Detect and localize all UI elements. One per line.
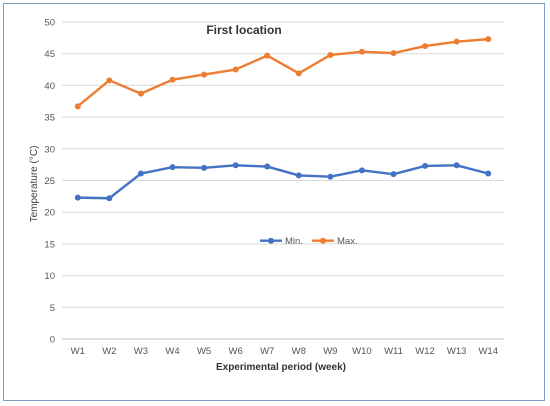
legend: Min. Max. xyxy=(260,236,358,247)
legend-label: Min. xyxy=(285,236,303,247)
data-point xyxy=(74,194,81,201)
data-point xyxy=(390,171,397,178)
x-tick-label: W2 xyxy=(102,346,116,357)
y-tick-label: 45 xyxy=(44,49,55,60)
x-tick-label: W11 xyxy=(384,346,403,357)
data-point xyxy=(327,51,334,58)
data-point xyxy=(358,167,365,174)
x-axis-ticks: W1 W2 W3 W4 W5 W6 W7 W8 W9 W10 W11 W12 W13 W14 xyxy=(71,346,498,357)
y-tick-label: 10 xyxy=(44,271,55,282)
data-point xyxy=(485,36,492,43)
data-point xyxy=(453,162,460,169)
legend-marker xyxy=(268,237,274,244)
data-point xyxy=(232,66,239,73)
chart-frame: 0 5 10 15 20 25 30 35 40 45 50 W1 W2 W3 W4 W5 W6 W7 W8 W9 W… xyxy=(3,3,545,401)
data-point xyxy=(295,172,302,179)
data-point xyxy=(264,163,271,170)
legend-label: Max. xyxy=(337,236,358,247)
data-point xyxy=(422,43,429,50)
data-point xyxy=(106,77,113,84)
chart-title: First location xyxy=(206,23,281,37)
data-point xyxy=(106,195,113,202)
x-tick-label: W6 xyxy=(229,346,243,357)
y-tick-label: 35 xyxy=(44,113,55,124)
data-point xyxy=(169,164,176,171)
data-point xyxy=(137,170,144,177)
y-tick-label: 25 xyxy=(44,176,55,187)
x-tick-label: W7 xyxy=(260,346,274,357)
data-point xyxy=(358,48,365,55)
data-point xyxy=(232,162,239,169)
x-tick-label: W8 xyxy=(292,346,306,357)
data-point xyxy=(327,173,334,180)
data-point xyxy=(485,170,492,177)
x-tick-label: W9 xyxy=(323,346,337,357)
x-tick-label: W13 xyxy=(447,346,467,357)
x-axis-label: Experimental period (week) xyxy=(216,362,346,373)
series-line-2 xyxy=(77,37,489,108)
x-tick-label: W10 xyxy=(352,346,372,357)
x-tick-label: W5 xyxy=(197,346,211,357)
y-axis-ticks: 0 5 10 15 20 25 30 35 40 45 50 xyxy=(44,18,55,346)
x-tick-label: W3 xyxy=(134,346,148,357)
data-point xyxy=(201,164,208,171)
x-tick-label: W1 xyxy=(71,346,85,357)
y-tick-label: 50 xyxy=(44,18,55,29)
data-point xyxy=(137,90,144,97)
y-tick-label: 30 xyxy=(44,144,55,155)
data-point xyxy=(264,52,271,59)
y-axis-label: Temperature (°C) xyxy=(29,146,40,223)
y-tick-label: 40 xyxy=(44,81,55,92)
x-tick-label: W14 xyxy=(478,346,498,357)
y-tick-label: 0 xyxy=(50,335,55,346)
y-tick-label: 5 xyxy=(50,303,55,314)
data-point xyxy=(74,103,81,110)
data-point xyxy=(295,70,302,77)
data-point xyxy=(422,162,429,169)
data-point xyxy=(169,76,176,83)
data-point xyxy=(201,71,208,78)
legend-marker xyxy=(320,237,326,244)
series-line-1 xyxy=(77,164,489,200)
y-tick-label: 20 xyxy=(44,208,55,219)
data-point xyxy=(453,38,460,45)
series-layer xyxy=(74,36,492,202)
gridlines xyxy=(62,21,504,340)
data-point xyxy=(390,50,397,57)
x-tick-label: W4 xyxy=(165,346,179,357)
x-tick-label: W12 xyxy=(415,346,435,357)
y-tick-label: 15 xyxy=(44,239,55,250)
